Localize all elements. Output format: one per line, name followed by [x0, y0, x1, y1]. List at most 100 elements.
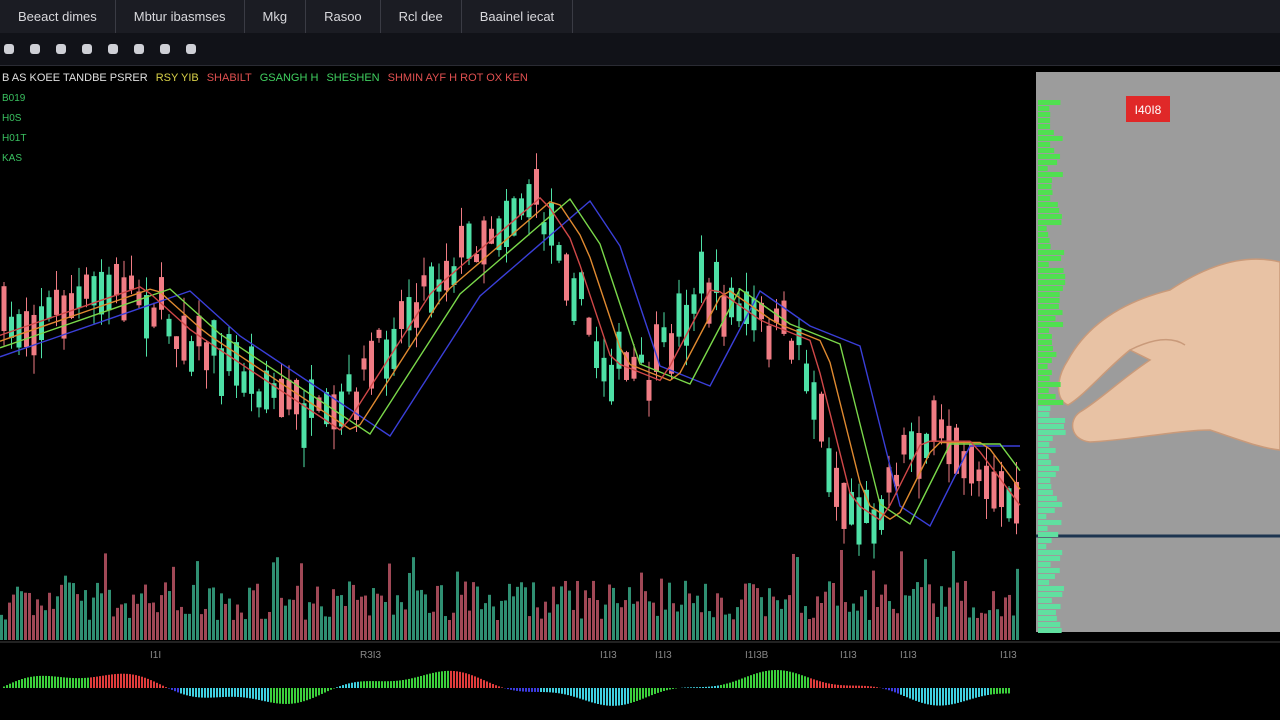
oscillator-bar [948, 688, 950, 705]
panel-histogram [1038, 352, 1057, 357]
volume-bar [304, 619, 307, 640]
volume-bar [356, 599, 359, 640]
tool-icon[interactable] [82, 44, 92, 54]
tab[interactable]: Mkg [245, 0, 307, 33]
panel-histogram [1038, 460, 1052, 465]
candle-body [429, 266, 434, 313]
oscillator-bar [261, 688, 263, 701]
panel-histogram [1038, 226, 1047, 231]
oscillator-bar [954, 688, 956, 704]
oscillator-bar [414, 677, 416, 688]
volume-bar [840, 550, 843, 640]
oscillator-bar [555, 688, 557, 693]
candle-body [669, 333, 674, 374]
tab[interactable]: Mbtur ibasmses [116, 0, 245, 33]
volume-bar [980, 612, 983, 640]
oscillator-bar [363, 681, 365, 688]
volume-bar [480, 609, 483, 640]
oscillator-bar [765, 670, 767, 688]
oscillator-bar [660, 688, 662, 692]
candle-body [474, 254, 479, 263]
volume-bar [496, 619, 499, 640]
oscillator-bar [1005, 688, 1007, 694]
volume-bar [624, 600, 627, 640]
oscillator-bar [756, 673, 758, 688]
oscillator-bar [705, 686, 707, 688]
oscillator-bar [408, 678, 410, 688]
oscillator-bar [471, 675, 473, 688]
panel-histogram [1038, 622, 1061, 627]
candle-body [879, 499, 884, 530]
tool-icon[interactable] [160, 44, 170, 54]
oscillator-bar [369, 681, 371, 688]
candle-body [361, 358, 367, 370]
volume-bar [44, 610, 47, 640]
volume-bar [80, 600, 83, 640]
oscillator-bar [426, 674, 428, 688]
volume-bar [160, 595, 163, 640]
candle-body [384, 339, 389, 379]
volume-bar [272, 562, 275, 640]
oscillator-bar [459, 671, 461, 688]
tool-icon[interactable] [108, 44, 118, 54]
oscillator-bar [288, 688, 290, 704]
tab[interactable]: Beeact dimes [0, 0, 116, 33]
volume-bar [936, 616, 939, 640]
tool-icon[interactable] [186, 44, 196, 54]
oscillator-bar [213, 688, 215, 698]
oscillator-bar [123, 673, 125, 688]
candle-body [556, 245, 562, 261]
tab[interactable]: Baainel iecat [462, 0, 574, 33]
volume-bar [124, 603, 127, 640]
oscillator-bar [399, 680, 401, 688]
tool-icon[interactable] [134, 44, 144, 54]
candle-body [616, 331, 622, 369]
volume-bar [368, 615, 371, 640]
oscillator-bar [477, 677, 479, 688]
oscillator-bar [951, 688, 953, 705]
tool-icon[interactable] [4, 44, 14, 54]
volume-bar [824, 591, 827, 640]
oscillator-bar [981, 688, 983, 697]
oscillator-bar [897, 688, 899, 694]
volume-bar [892, 608, 895, 640]
volume-bar [208, 588, 211, 640]
panel-histogram [1038, 394, 1056, 399]
oscillator-bar [189, 688, 191, 697]
volume-bar [748, 583, 751, 640]
volume-bar [4, 619, 7, 640]
panel-histogram [1038, 124, 1051, 129]
volume-bar [216, 619, 219, 640]
tab[interactable]: Rcl dee [381, 0, 462, 33]
volume-bar [572, 609, 575, 640]
volume-bar [280, 597, 283, 640]
oscillator-bar [912, 688, 914, 700]
oscillator-bar [132, 674, 134, 688]
oscillator-bar [468, 674, 470, 688]
candle-body [444, 260, 449, 291]
oscillator-bar [666, 688, 668, 691]
panel-histogram [1038, 616, 1057, 621]
pane-label: I1I3B [745, 650, 769, 661]
oscillator-bar [465, 673, 467, 688]
oscillator-bar [78, 678, 80, 688]
panel-histogram [1038, 550, 1063, 555]
candle-body [406, 297, 412, 331]
oscillator-bar [603, 688, 605, 706]
oscillator-bar [846, 685, 848, 688]
candle-body [789, 340, 794, 360]
volume-bar [436, 585, 439, 640]
volume-bar [428, 612, 431, 640]
oscillator-bar [687, 687, 689, 688]
oscillator-bar [927, 688, 929, 705]
tool-icon[interactable] [30, 44, 40, 54]
oscillator-bar [633, 688, 635, 702]
panel-histogram [1038, 202, 1058, 207]
candle-body [939, 419, 944, 439]
tab[interactable]: Rasoo [306, 0, 381, 33]
panel-histogram [1038, 328, 1050, 333]
indicator-value: B019 [2, 93, 26, 104]
tool-icon[interactable] [56, 44, 66, 54]
panel-histogram [1038, 172, 1063, 177]
oscillator-bar [54, 676, 56, 688]
